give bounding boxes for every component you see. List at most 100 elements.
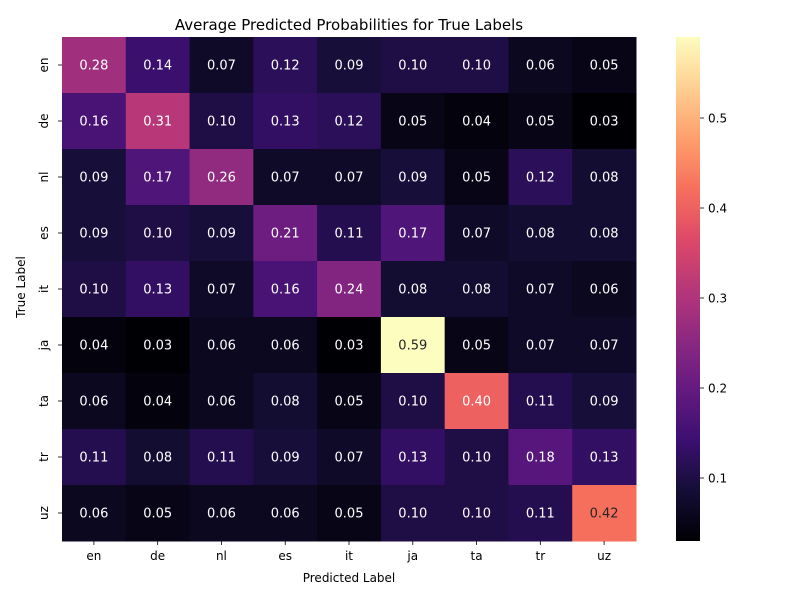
heatmap-cell (253, 373, 318, 430)
chart-title: Average Predicted Probabilities for True… (175, 16, 523, 34)
cell-value-label: 0.11 (526, 507, 555, 522)
colorbar-tick-label: 0.4 (708, 202, 727, 216)
heatmap-cell (62, 149, 127, 206)
y-tick-label: ta (37, 395, 51, 407)
heatmap-cell (508, 373, 573, 430)
y-tick-label: tr (37, 452, 51, 462)
cell-value-label: 0.07 (590, 339, 619, 354)
cell-value-label: 0.07 (526, 339, 555, 354)
cell-value-label: 0.08 (143, 451, 172, 466)
cell-value-label: 0.06 (526, 59, 555, 74)
heatmap-cell (125, 149, 191, 206)
cell-value-label: 0.24 (335, 283, 364, 298)
heatmap-cell (189, 485, 254, 542)
heatmap-cell (572, 373, 637, 430)
y-axis-label: True Label (14, 256, 28, 319)
heatmap-cell (444, 37, 509, 94)
cell-value-label: 0.12 (271, 59, 300, 74)
colorbar: 0.1 0.2 0.3 0.4 0.5 (676, 37, 727, 541)
cell-value-label: 0.07 (526, 283, 555, 298)
colorbar-tick-label: 0.1 (708, 472, 727, 486)
cell-value-label: 0.08 (271, 395, 300, 410)
cell-value-label: 0.13 (271, 115, 300, 130)
heatmap-cell (62, 317, 127, 374)
cell-value-label: 0.07 (271, 171, 300, 186)
heatmap-cell (572, 149, 637, 206)
heatmap-cell (508, 317, 573, 374)
heatmap-cell (253, 37, 318, 94)
cell-value-label: 0.11 (335, 227, 364, 242)
heatmap-cell (572, 37, 637, 94)
heatmap-cell (317, 429, 382, 486)
cell-value-label: 0.13 (398, 451, 427, 466)
cell-value-label: 0.11 (79, 451, 108, 466)
heatmap-cell (444, 149, 509, 206)
colorbar-tick-label: 0.2 (708, 382, 727, 396)
x-tick-label: tr (536, 549, 546, 563)
heatmap-cells (62, 37, 637, 542)
cell-value-label: 0.11 (207, 451, 236, 466)
cell-value-label: 0.06 (271, 507, 300, 522)
cell-value-label: 0.16 (271, 283, 300, 298)
y-tick-label: it (37, 285, 51, 293)
cell-value-label: 0.10 (398, 395, 427, 410)
heatmap-cell (125, 93, 191, 150)
cell-value-label: 0.04 (143, 395, 172, 410)
x-axis: en de nl es it ja ta tr uz (86, 541, 611, 563)
heatmap-cell (380, 373, 446, 430)
heatmap-cell (317, 317, 382, 374)
heatmap-cell (125, 261, 191, 318)
heatmap-cell (253, 317, 318, 374)
heatmap-cell (253, 205, 318, 262)
cell-annotations: 0.28 0.14 0.07 0.12 0.09 0.10 0.10 0.06 0.05 0.16… (79, 59, 618, 522)
heatmap-cell (317, 485, 382, 542)
cell-value-label: 0.09 (79, 227, 108, 242)
heatmap-cell (189, 37, 254, 94)
cell-value-label: 0.26 (207, 171, 236, 186)
cell-value-label: 0.06 (590, 283, 619, 298)
cell-value-label: 0.10 (207, 115, 236, 130)
heatmap-cell (508, 261, 573, 318)
heatmap-cell (62, 429, 127, 486)
cell-value-label: 0.09 (207, 227, 236, 242)
cell-value-label: 0.09 (335, 59, 364, 74)
heatmap-cell (189, 205, 254, 262)
cell-value-label: 0.40 (462, 395, 491, 410)
heatmap-cell (317, 149, 382, 206)
heatmap-cell (125, 37, 191, 94)
heatmap-cell (572, 205, 637, 262)
heatmap-cell (508, 149, 573, 206)
cell-value-label: 0.18 (526, 451, 555, 466)
colorbar-tick-label: 0.3 (708, 292, 727, 306)
heatmap-cell (253, 93, 318, 150)
cell-value-label: 0.07 (335, 171, 364, 186)
heatmap-cell (189, 149, 254, 206)
heatmap-cell (189, 317, 254, 374)
heatmap-cell (444, 205, 509, 262)
cell-value-label: 0.05 (335, 395, 364, 410)
heatmap-cell (444, 429, 509, 486)
heatmap-cell (444, 261, 509, 318)
heatmap-cell (62, 373, 127, 430)
cell-value-label: 0.12 (526, 171, 555, 186)
heatmap-cell (317, 205, 382, 262)
heatmap-cell (253, 429, 318, 486)
heatmap-cell (380, 93, 446, 150)
heatmap-cell (572, 317, 637, 374)
x-tick-label: uz (597, 549, 611, 563)
cell-value-label: 0.05 (526, 115, 555, 130)
cell-value-label: 0.08 (590, 227, 619, 242)
x-axis-label: Predicted Label (303, 571, 396, 585)
y-tick-label: en (37, 58, 51, 73)
heatmap-cell (317, 373, 382, 430)
cell-value-label: 0.03 (590, 115, 619, 130)
heatmap-cell (444, 373, 509, 430)
heatmap-cell (572, 429, 637, 486)
cell-value-label: 0.09 (79, 171, 108, 186)
heatmap-cell (189, 429, 254, 486)
cell-value-label: 0.05 (462, 339, 491, 354)
cell-value-label: 0.17 (143, 171, 172, 186)
heatmap-cell (380, 205, 446, 262)
cell-value-label: 0.12 (335, 115, 364, 130)
